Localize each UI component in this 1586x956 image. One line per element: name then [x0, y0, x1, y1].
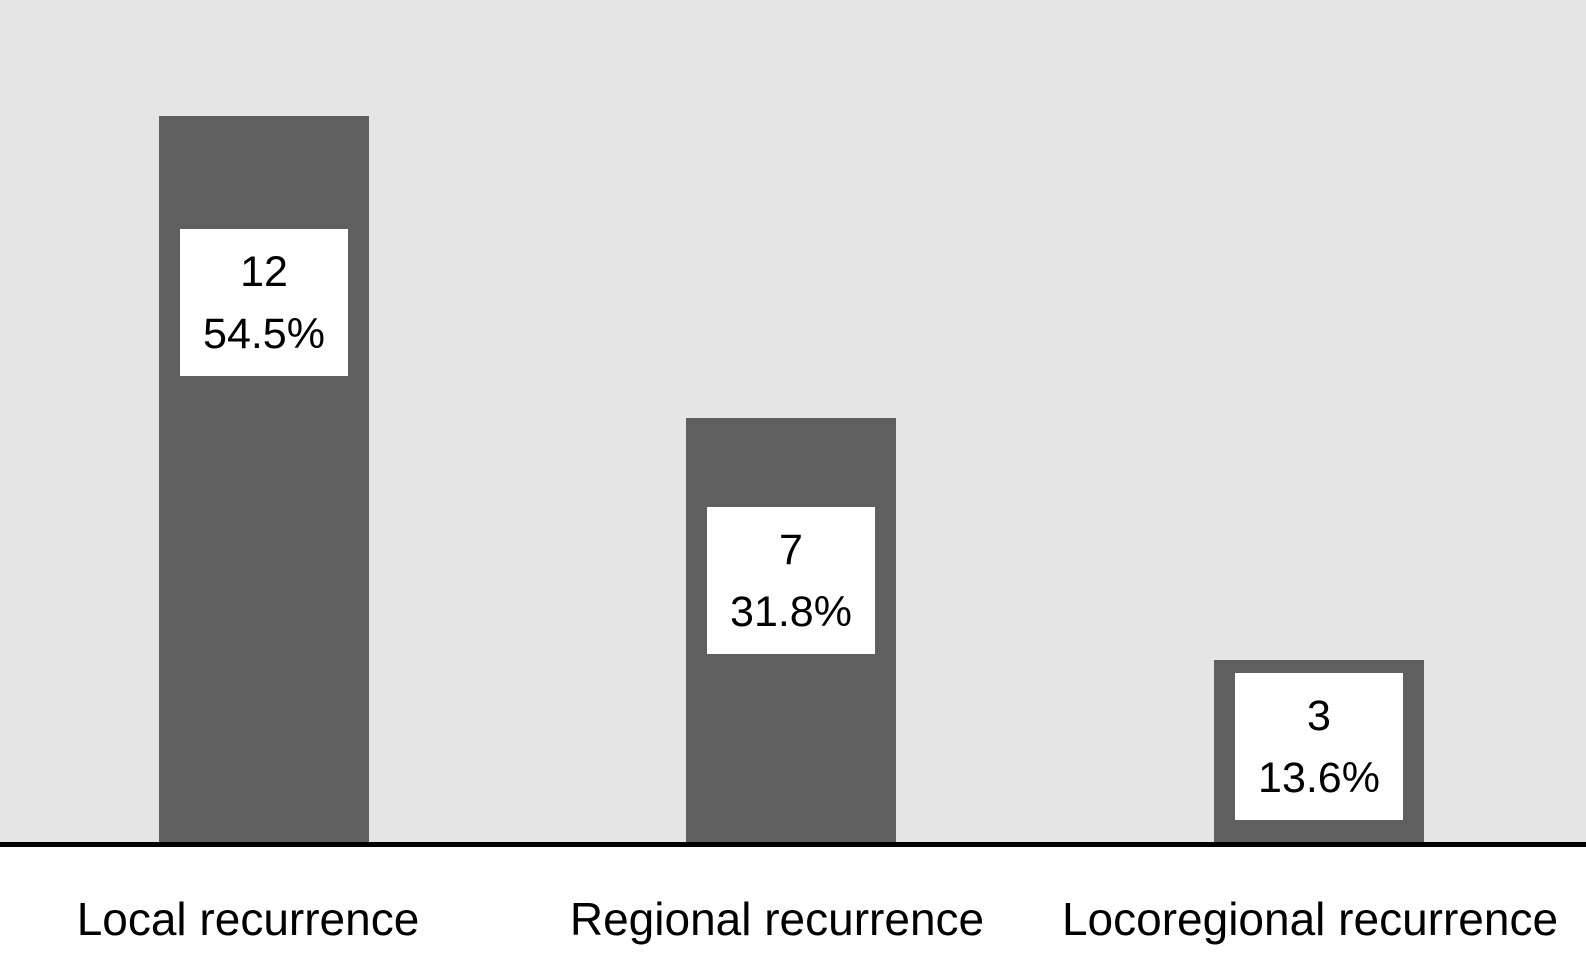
- bar-count-value: 3: [1307, 691, 1331, 740]
- category-label-local-recurrence: Local recurrence: [76, 893, 420, 945]
- bar-locoregional-recurrence: 3 13.6%: [1214, 660, 1424, 842]
- value-label-box: 12 54.5%: [180, 229, 348, 376]
- value-label-box: 7 31.8%: [707, 507, 875, 654]
- x-axis-line: [0, 842, 1586, 847]
- category-label-locoregional-recurrence: Locoregional recurrence: [1061, 893, 1559, 945]
- bar-percent-value: 31.8%: [730, 587, 852, 636]
- bar-count-value: 12: [240, 247, 288, 296]
- bar-percent-value: 54.5%: [203, 309, 325, 358]
- plot-area: 12 54.5% 7 31.8% 3 13.6%: [0, 0, 1586, 847]
- value-label-box: 3 13.6%: [1235, 673, 1403, 820]
- bar-local-recurrence: 12 54.5%: [159, 116, 369, 842]
- bar-regional-recurrence: 7 31.8%: [686, 418, 896, 842]
- bar-percent-value: 13.6%: [1258, 753, 1380, 802]
- category-label-regional-recurrence: Regional recurrence: [569, 893, 985, 945]
- bar-count-value: 7: [779, 525, 803, 574]
